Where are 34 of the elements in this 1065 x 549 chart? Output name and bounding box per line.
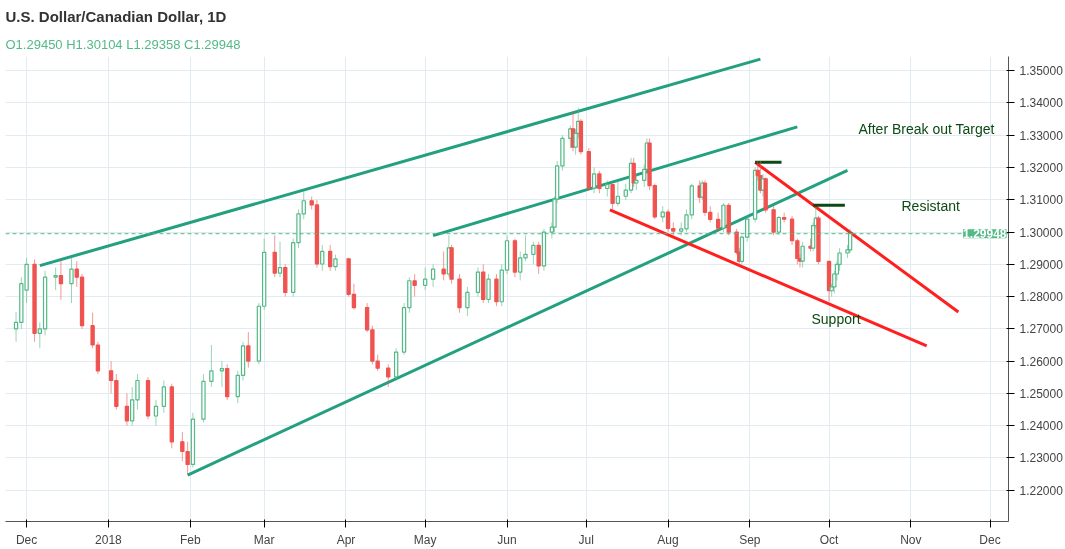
chart-title: U.S. Dollar/Canadian Dollar, 1D [5,7,227,25]
y-tick-label: 1.28000 [1019,290,1064,305]
annotation: Support [811,310,861,327]
y-tick-label: 1.26000 [1019,354,1064,369]
x-tick-label: Feb [179,532,201,547]
x-tick-label: Sep [739,532,761,547]
x-tick-label: Jul [578,532,594,547]
x-tick-label: Aug [657,532,679,547]
y-tick-label: 1.30000 [1019,225,1064,240]
x-tick-label: Apr [336,532,356,547]
y-tick-label: 1.32000 [1019,161,1064,176]
chart-subtitle: O1.29450 H1.30104 L1.29358 C1.29948 [5,36,241,52]
y-tick-label: 1.25000 [1019,386,1064,401]
y-tick-label: 1.22000 [1019,483,1064,498]
y-tick-label: 1.35000 [1019,64,1064,79]
y-tick-label: 1.24000 [1019,419,1064,434]
x-tick-label: Jun [497,532,517,547]
annotation: After Break out Target [858,120,995,137]
y-tick-label: 1.33000 [1019,128,1064,143]
annotation: Resistant [901,197,960,214]
x-tick-label: Dec [15,532,38,547]
y-tick-label: 1.27000 [1019,322,1064,337]
x-tick-label: May [413,532,437,547]
y-tick-label: 1.31000 [1019,193,1064,208]
y-tick-label: 1.34000 [1019,96,1064,111]
x-tick-label: 2018 [95,532,123,547]
x-tick-label: Nov [900,532,922,547]
y-tick-label: 1.23000 [1019,451,1064,466]
candlestick [781,212,787,223]
x-tick-label: Dec [979,532,1001,547]
x-tick-label: Mar [253,532,275,547]
y-tick-label: 1.29000 [1019,257,1064,272]
x-tick-label: Oct [819,532,840,547]
ref-line-label: 1.29948 [963,227,1007,242]
